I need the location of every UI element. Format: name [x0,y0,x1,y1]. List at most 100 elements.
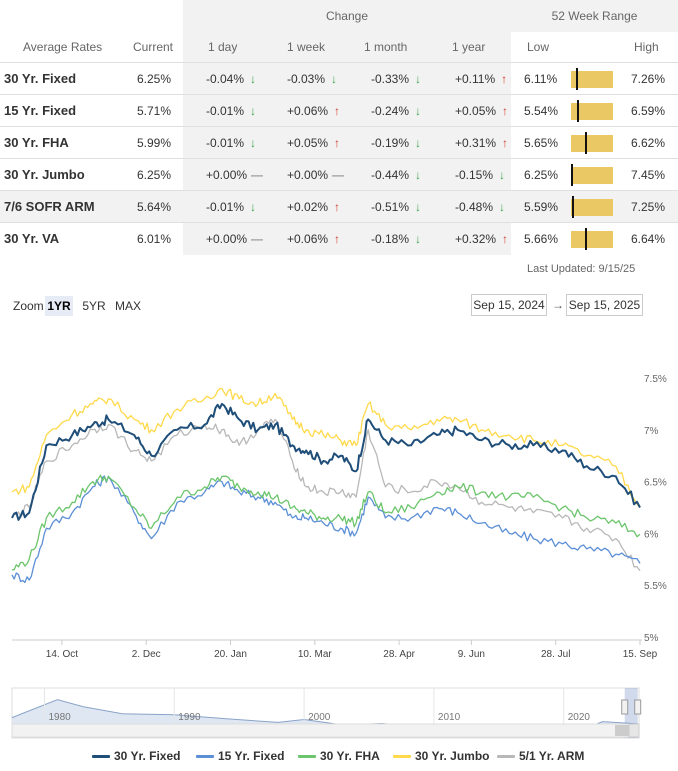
arrow-down-icon: ↓ [250,135,257,150]
cell-w1: +0.06% ↑ [287,223,342,254]
cell-y1: +0.11% ↑ [455,63,509,94]
series-line-15-yr-fixed [11,475,641,584]
cell-value: -0.33% [371,71,410,86]
cell-value: -0.24% [371,103,410,118]
range-marker [576,68,578,90]
cell-value: +0.02% [287,199,329,214]
col-header-high: High [634,39,659,54]
cell-value: +0.05% [455,103,497,118]
cell-high: 6.64% [631,223,665,254]
cell-value: 5.64% [137,199,172,214]
legend-item-15yr-fixed[interactable]: 15 Yr. Fixed [196,749,285,763]
cell-low: 6.25% [524,159,558,190]
cell-value: -0.51% [371,199,410,214]
range-marker [585,132,587,154]
range-marker [577,100,579,122]
legend-swatch [92,754,110,758]
table-header-row: Average Rates Current 1 day 1 week 1 mon… [0,32,678,61]
zoom-1yr-button[interactable]: 1YR [45,296,73,316]
arrow-up-icon: ↑ [501,71,508,86]
chart-legend: 30 Yr. Fixed 15 Yr. Fixed 30 Yr. FHA 30 … [0,749,678,765]
col-header-average-rates: Average Rates [23,39,103,54]
range-bar [571,231,613,248]
cell-value: 6.25% [137,167,172,182]
table-row: 7/6 SOFR ARM 5.64% -0.01% ↓ +0.02% ↑ -0.51% ↓ -0… [0,190,678,222]
cell-y1: -0.15% ↓ [455,159,507,190]
zoom-max-button[interactable]: MAX [115,299,142,313]
legend-item-30yr-jumbo[interactable]: 30 Yr. Jumbo [393,749,489,763]
cell-value: 5.65% [524,135,559,150]
cell-current: 5.64% [137,191,171,222]
arrow-down-icon: ↓ [415,199,422,214]
dash-icon: — [251,167,264,182]
col-header-low: Low [527,39,550,54]
legend-item-30yr-fha[interactable]: 30 Yr. FHA [298,749,380,763]
legend-label: 15 Yr. Fixed [218,749,285,763]
legend-swatch [196,754,214,758]
arrow-down-icon: ↓ [250,103,257,118]
navigator-scrollbar [11,723,640,738]
range-bar [571,135,613,152]
navigator-tick-label: 2010 [438,712,461,723]
cell-d1: -0.01% ↓ [206,95,258,126]
cell-value: 6.62% [631,135,666,150]
date-from-input[interactable]: Sep 15, 2024 [471,294,547,316]
cell-w1: +0.00% — [287,159,344,190]
x-tick-label: 20. Jan [214,649,247,660]
table-row: 30 Yr. Fixed 6.25% -0.04% ↓ -0.03% ↓ -0.33% ↓ +0… [0,62,678,94]
cell-value: 5.59% [524,199,559,214]
cell-value: -0.01% [206,135,245,150]
cell-value: 5.54% [524,103,559,118]
arrow-down-icon: ↓ [415,103,422,118]
legend-swatch [497,754,515,758]
y-tick-label: 5% [644,633,659,644]
cell-current: 6.01% [137,223,171,254]
x-tick-label: 10. Mar [298,649,333,660]
cell-d1: -0.01% ↓ [206,191,258,222]
date-to-input[interactable]: Sep 15, 2025 [566,294,643,316]
cell-d1: +0.00% — [206,159,264,190]
rates-line-chart: 5% 5.5% 6% 6.5% 7% 7.5% 14. Oct 2. Dec 20. Jan 10… [11,374,667,739]
cell-value: +0.05% [287,135,329,150]
cell-value: 5.71% [137,103,172,118]
cell-value: +0.31% [455,135,497,150]
arrow-up-icon: ↑ [334,199,341,214]
legend-item-5-1yr-arm[interactable]: 5/1 Yr. ARM [497,749,584,763]
cell-value: -0.48% [455,199,494,214]
arrow-down-icon: ↓ [415,135,422,150]
navigator-tick-label: 2020 [568,712,591,723]
col-header-current: Current [133,39,174,54]
series-line-30-yr-fha [12,474,641,571]
navigator-handle-left [621,699,629,715]
cell-value: +0.00% [206,167,248,182]
arrow-up-icon: ↑ [502,103,509,118]
range-bar [571,199,613,216]
zoom-5yr-button[interactable]: 5YR [82,299,106,313]
cell-high: 7.25% [631,191,665,222]
legend-swatch [298,754,316,758]
table-row: 15 Yr. Fixed 5.71% -0.01% ↓ +0.06% ↑ -0.24% ↓ +0… [0,94,678,126]
x-tick-label: 28. Jul [541,649,570,660]
cell-value: 6.01% [137,231,172,246]
legend-item-30yr-fixed[interactable]: 30 Yr. Fixed [92,749,181,763]
arrow-down-icon: ↓ [415,71,422,86]
cell-high: 7.26% [631,63,665,94]
cell-w1: +0.02% ↑ [287,191,342,222]
cell-m1: -0.33% ↓ [371,63,423,94]
cell-y1: +0.05% ↑ [455,95,510,126]
rate-name: 30 Yr. VA [4,231,60,246]
cell-value: -0.04% [206,71,245,86]
range-marker [585,228,587,250]
cell-current: 5.71% [137,95,171,126]
cell-value: 7.45% [631,167,666,182]
cell-value: -0.03% [287,71,326,86]
cell-y1: +0.32% ↑ [455,223,510,254]
navigator-tick-label: 2000 [308,712,331,723]
y-tick-label: 6.5% [644,478,667,489]
legend-swatch [393,754,411,758]
arrow-down-icon: ↓ [415,231,422,246]
dash-icon: — [251,231,264,246]
cell-m1: -0.18% ↓ [371,223,423,254]
rate-name: 30 Yr. Fixed [4,71,77,86]
arrow-down-icon: ↓ [331,71,338,86]
